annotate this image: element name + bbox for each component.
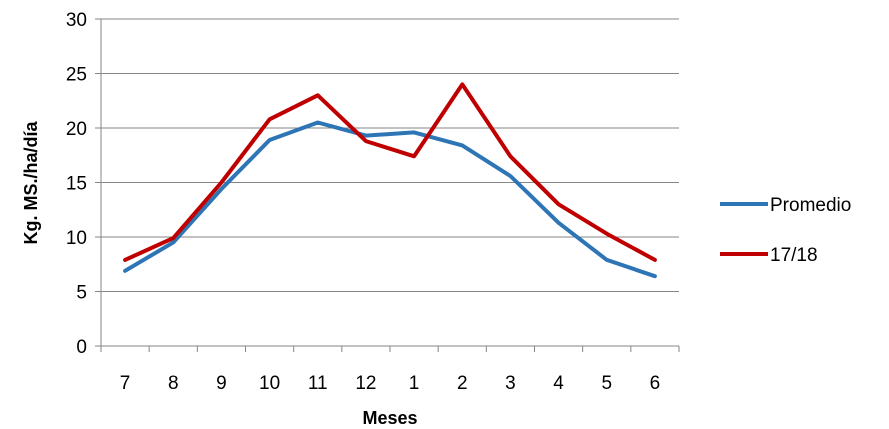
y-tick-label: 0 <box>76 337 87 358</box>
gridlines <box>101 18 679 292</box>
x-tick-label: 3 <box>505 373 516 394</box>
y-tick-label: 20 <box>66 119 87 140</box>
y-tick-labels: 0 5 10 15 20 25 30 <box>66 10 87 358</box>
y-tick-label: 30 <box>66 10 87 31</box>
y-tick-label: 15 <box>66 174 87 195</box>
x-tick-label: 12 <box>355 373 376 394</box>
series-lines <box>123 82 657 279</box>
x-axis-title: Meses <box>362 408 417 428</box>
series-line-0 <box>123 120 657 279</box>
legend-label: Promedio <box>770 195 851 216</box>
axes <box>95 18 680 352</box>
x-tick-label: 10 <box>259 373 280 394</box>
y-tick-label: 10 <box>66 228 87 249</box>
x-tick-label: 2 <box>457 373 468 394</box>
x-tick-label: 9 <box>216 373 227 394</box>
y-axis-title: Kg. MS./ha/día <box>21 121 41 245</box>
x-tick-label: 7 <box>120 373 131 394</box>
x-tick-label: 1 <box>409 373 420 394</box>
x-tick-label: 6 <box>650 373 661 394</box>
legend-label: 17/18 <box>770 245 818 266</box>
legend: Promedio 17/18 <box>720 195 851 266</box>
y-tick-label: 25 <box>66 65 87 86</box>
x-tick-label: 8 <box>168 373 179 394</box>
x-tick-label: 11 <box>308 373 328 394</box>
x-tick-label: 5 <box>601 373 612 394</box>
y-tick-label: 5 <box>76 283 87 304</box>
series-line-1 <box>123 82 657 262</box>
x-tick-label: 4 <box>553 373 564 394</box>
x-tick-labels: 7 8 9 10 11 12 1 2 3 4 5 6 <box>120 373 660 394</box>
